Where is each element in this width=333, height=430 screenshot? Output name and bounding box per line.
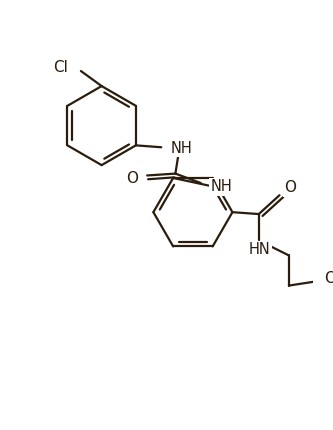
Text: Cl: Cl [53, 60, 68, 75]
Text: O: O [126, 171, 138, 186]
Text: HN: HN [249, 243, 271, 257]
Text: NH: NH [171, 141, 192, 156]
Text: NH: NH [210, 179, 232, 194]
Text: O: O [324, 271, 333, 286]
Text: O: O [284, 180, 296, 195]
